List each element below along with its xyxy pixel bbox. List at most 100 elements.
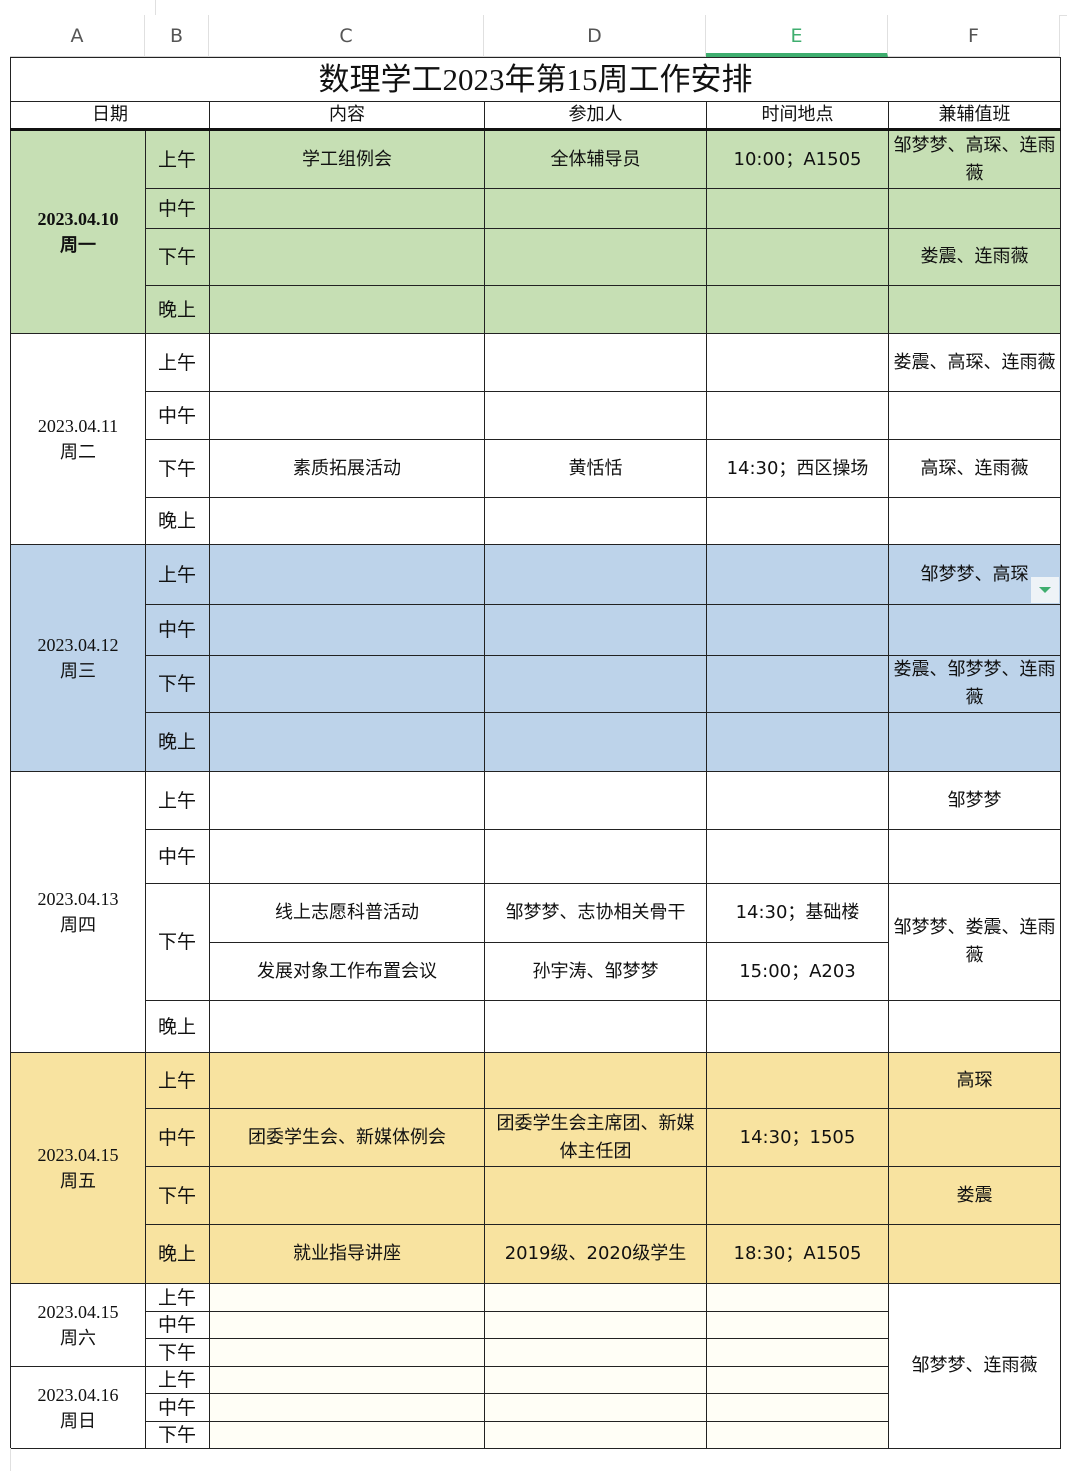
period-cell[interactable]: 晚上 bbox=[145, 497, 210, 545]
content-cell[interactable]: 学工组例会 bbox=[209, 129, 485, 189]
content-cell[interactable]: 素质拓展活动 bbox=[209, 439, 485, 498]
period-cell[interactable]: 中午 bbox=[145, 188, 210, 229]
content-cell[interactable] bbox=[209, 604, 485, 656]
period-cell[interactable]: 上午 bbox=[145, 1052, 210, 1109]
time-place-cell[interactable] bbox=[706, 604, 889, 656]
participants-cell[interactable] bbox=[484, 712, 707, 772]
duty-cell[interactable]: 邹梦梦、娄震、连雨薇 bbox=[887, 883, 1062, 1001]
period-cell[interactable]: 晚上 bbox=[145, 1000, 210, 1053]
content-cell[interactable] bbox=[209, 285, 485, 334]
duty-cell[interactable] bbox=[887, 285, 1062, 334]
time-place-cell[interactable]: 15:00；A203 bbox=[706, 942, 889, 1001]
duty-cell[interactable]: 娄震 bbox=[887, 1166, 1062, 1225]
participants-cell[interactable]: 黄恬恬 bbox=[484, 439, 707, 498]
content-cell[interactable] bbox=[209, 829, 485, 884]
period-cell[interactable]: 下午 bbox=[145, 1338, 210, 1367]
period-cell[interactable]: 晚上 bbox=[145, 285, 210, 334]
content-cell[interactable] bbox=[209, 1393, 485, 1422]
content-cell[interactable]: 线上志愿科普活动 bbox=[209, 883, 485, 943]
content-cell[interactable] bbox=[209, 1421, 485, 1449]
period-cell[interactable]: 下午 bbox=[145, 1166, 210, 1225]
period-cell[interactable]: 下午 bbox=[145, 228, 210, 286]
time-place-cell[interactable] bbox=[706, 228, 889, 286]
participants-cell[interactable]: 2019级、2020级学生 bbox=[484, 1224, 707, 1284]
period-cell[interactable]: 中午 bbox=[145, 1393, 210, 1422]
period-cell[interactable]: 中午 bbox=[145, 1311, 210, 1339]
participants-cell[interactable]: 孙宇涛、邹梦梦 bbox=[484, 942, 707, 1001]
time-place-cell[interactable] bbox=[706, 829, 889, 884]
time-place-cell[interactable] bbox=[706, 1366, 889, 1394]
content-cell[interactable] bbox=[209, 712, 485, 772]
duty-cell[interactable] bbox=[887, 712, 1062, 772]
time-place-cell[interactable] bbox=[706, 1166, 889, 1225]
period-cell[interactable]: 上午 bbox=[145, 771, 210, 830]
time-place-cell[interactable] bbox=[706, 1000, 889, 1053]
participants-cell[interactable] bbox=[484, 544, 707, 605]
duty-cell[interactable] bbox=[887, 188, 1062, 229]
time-place-cell[interactable] bbox=[706, 712, 889, 772]
column-header-a[interactable]: A bbox=[10, 15, 145, 57]
sheet-title[interactable]: 数理学工2023年第15周工作安排 bbox=[9, 57, 1062, 102]
time-place-cell[interactable] bbox=[706, 391, 889, 440]
content-cell[interactable] bbox=[209, 497, 485, 545]
participants-cell[interactable]: 邹梦梦、志协相关骨干 bbox=[484, 883, 707, 943]
content-cell[interactable] bbox=[209, 655, 485, 713]
header-time-place[interactable]: 时间地点 bbox=[706, 101, 889, 131]
duty-cell[interactable]: 邹梦梦、高琛、连雨薇 bbox=[887, 129, 1062, 189]
participants-cell[interactable] bbox=[484, 771, 707, 830]
time-place-cell[interactable] bbox=[706, 1338, 889, 1367]
time-place-cell[interactable]: 14:30；基础楼 bbox=[706, 883, 889, 943]
period-cell[interactable]: 下午 bbox=[145, 1421, 210, 1449]
content-cell[interactable] bbox=[209, 544, 485, 605]
period-cell[interactable]: 下午 bbox=[145, 439, 210, 498]
time-place-cell[interactable] bbox=[706, 285, 889, 334]
time-place-cell[interactable]: 14:30；西区操场 bbox=[706, 439, 889, 498]
participants-cell[interactable] bbox=[484, 188, 707, 229]
date-cell[interactable]: 2023.04.15 周五 bbox=[10, 1052, 146, 1284]
participants-cell[interactable] bbox=[484, 285, 707, 334]
time-place-cell[interactable] bbox=[706, 497, 889, 545]
participants-cell[interactable] bbox=[484, 333, 707, 392]
column-header-c[interactable]: C bbox=[209, 15, 484, 57]
time-place-cell[interactable]: 14:30；1505 bbox=[706, 1108, 889, 1167]
date-cell[interactable]: 2023.04.10 周一 bbox=[10, 129, 146, 334]
duty-cell[interactable] bbox=[887, 604, 1062, 656]
header-duty[interactable]: 兼辅值班 bbox=[887, 101, 1062, 131]
header-date[interactable]: 日期 bbox=[10, 101, 210, 131]
header-participants[interactable]: 参加人 bbox=[484, 101, 707, 131]
period-cell[interactable]: 上午 bbox=[145, 333, 210, 392]
duty-cell[interactable] bbox=[887, 1000, 1062, 1053]
column-header-d[interactable]: D bbox=[484, 15, 706, 57]
participants-cell[interactable]: 全体辅导员 bbox=[484, 129, 707, 189]
weekend-duty-cell[interactable]: 邹梦梦、连雨薇 bbox=[887, 1283, 1062, 1449]
header-content[interactable]: 内容 bbox=[209, 101, 485, 131]
column-header-e[interactable]: E bbox=[706, 15, 888, 57]
participants-cell[interactable] bbox=[484, 604, 707, 656]
dropdown-arrow-icon[interactable] bbox=[1031, 577, 1059, 603]
content-cell[interactable] bbox=[209, 188, 485, 229]
time-place-cell[interactable] bbox=[706, 333, 889, 392]
content-cell[interactable]: 就业指导讲座 bbox=[209, 1224, 485, 1284]
content-cell[interactable] bbox=[209, 1366, 485, 1394]
content-cell[interactable]: 团委学生会、新媒体例会 bbox=[209, 1108, 485, 1167]
content-cell[interactable] bbox=[209, 391, 485, 440]
content-cell[interactable]: 发展对象工作布置会议 bbox=[209, 942, 485, 1001]
participants-cell[interactable] bbox=[484, 391, 707, 440]
participants-cell[interactable] bbox=[484, 1283, 707, 1312]
date-cell[interactable]: 2023.04.11 周二 bbox=[10, 333, 146, 545]
content-cell[interactable] bbox=[209, 333, 485, 392]
duty-cell[interactable] bbox=[887, 829, 1062, 884]
duty-cell[interactable] bbox=[887, 1224, 1062, 1284]
time-place-cell[interactable] bbox=[706, 544, 889, 605]
participants-cell[interactable]: 团委学生会主席团、新媒体主任团 bbox=[484, 1108, 707, 1167]
duty-cell[interactable]: 娄震、邹梦梦、连雨薇 bbox=[887, 655, 1062, 713]
time-place-cell[interactable] bbox=[706, 188, 889, 229]
period-cell[interactable]: 中午 bbox=[145, 391, 210, 440]
time-place-cell[interactable]: 18:30；A1505 bbox=[706, 1224, 889, 1284]
column-header-b[interactable]: B bbox=[145, 15, 209, 57]
time-place-cell[interactable] bbox=[706, 655, 889, 713]
participants-cell[interactable] bbox=[484, 1393, 707, 1422]
date-cell[interactable]: 2023.04.13 周四 bbox=[10, 771, 146, 1053]
time-place-cell[interactable] bbox=[706, 1052, 889, 1109]
content-cell[interactable] bbox=[209, 228, 485, 286]
